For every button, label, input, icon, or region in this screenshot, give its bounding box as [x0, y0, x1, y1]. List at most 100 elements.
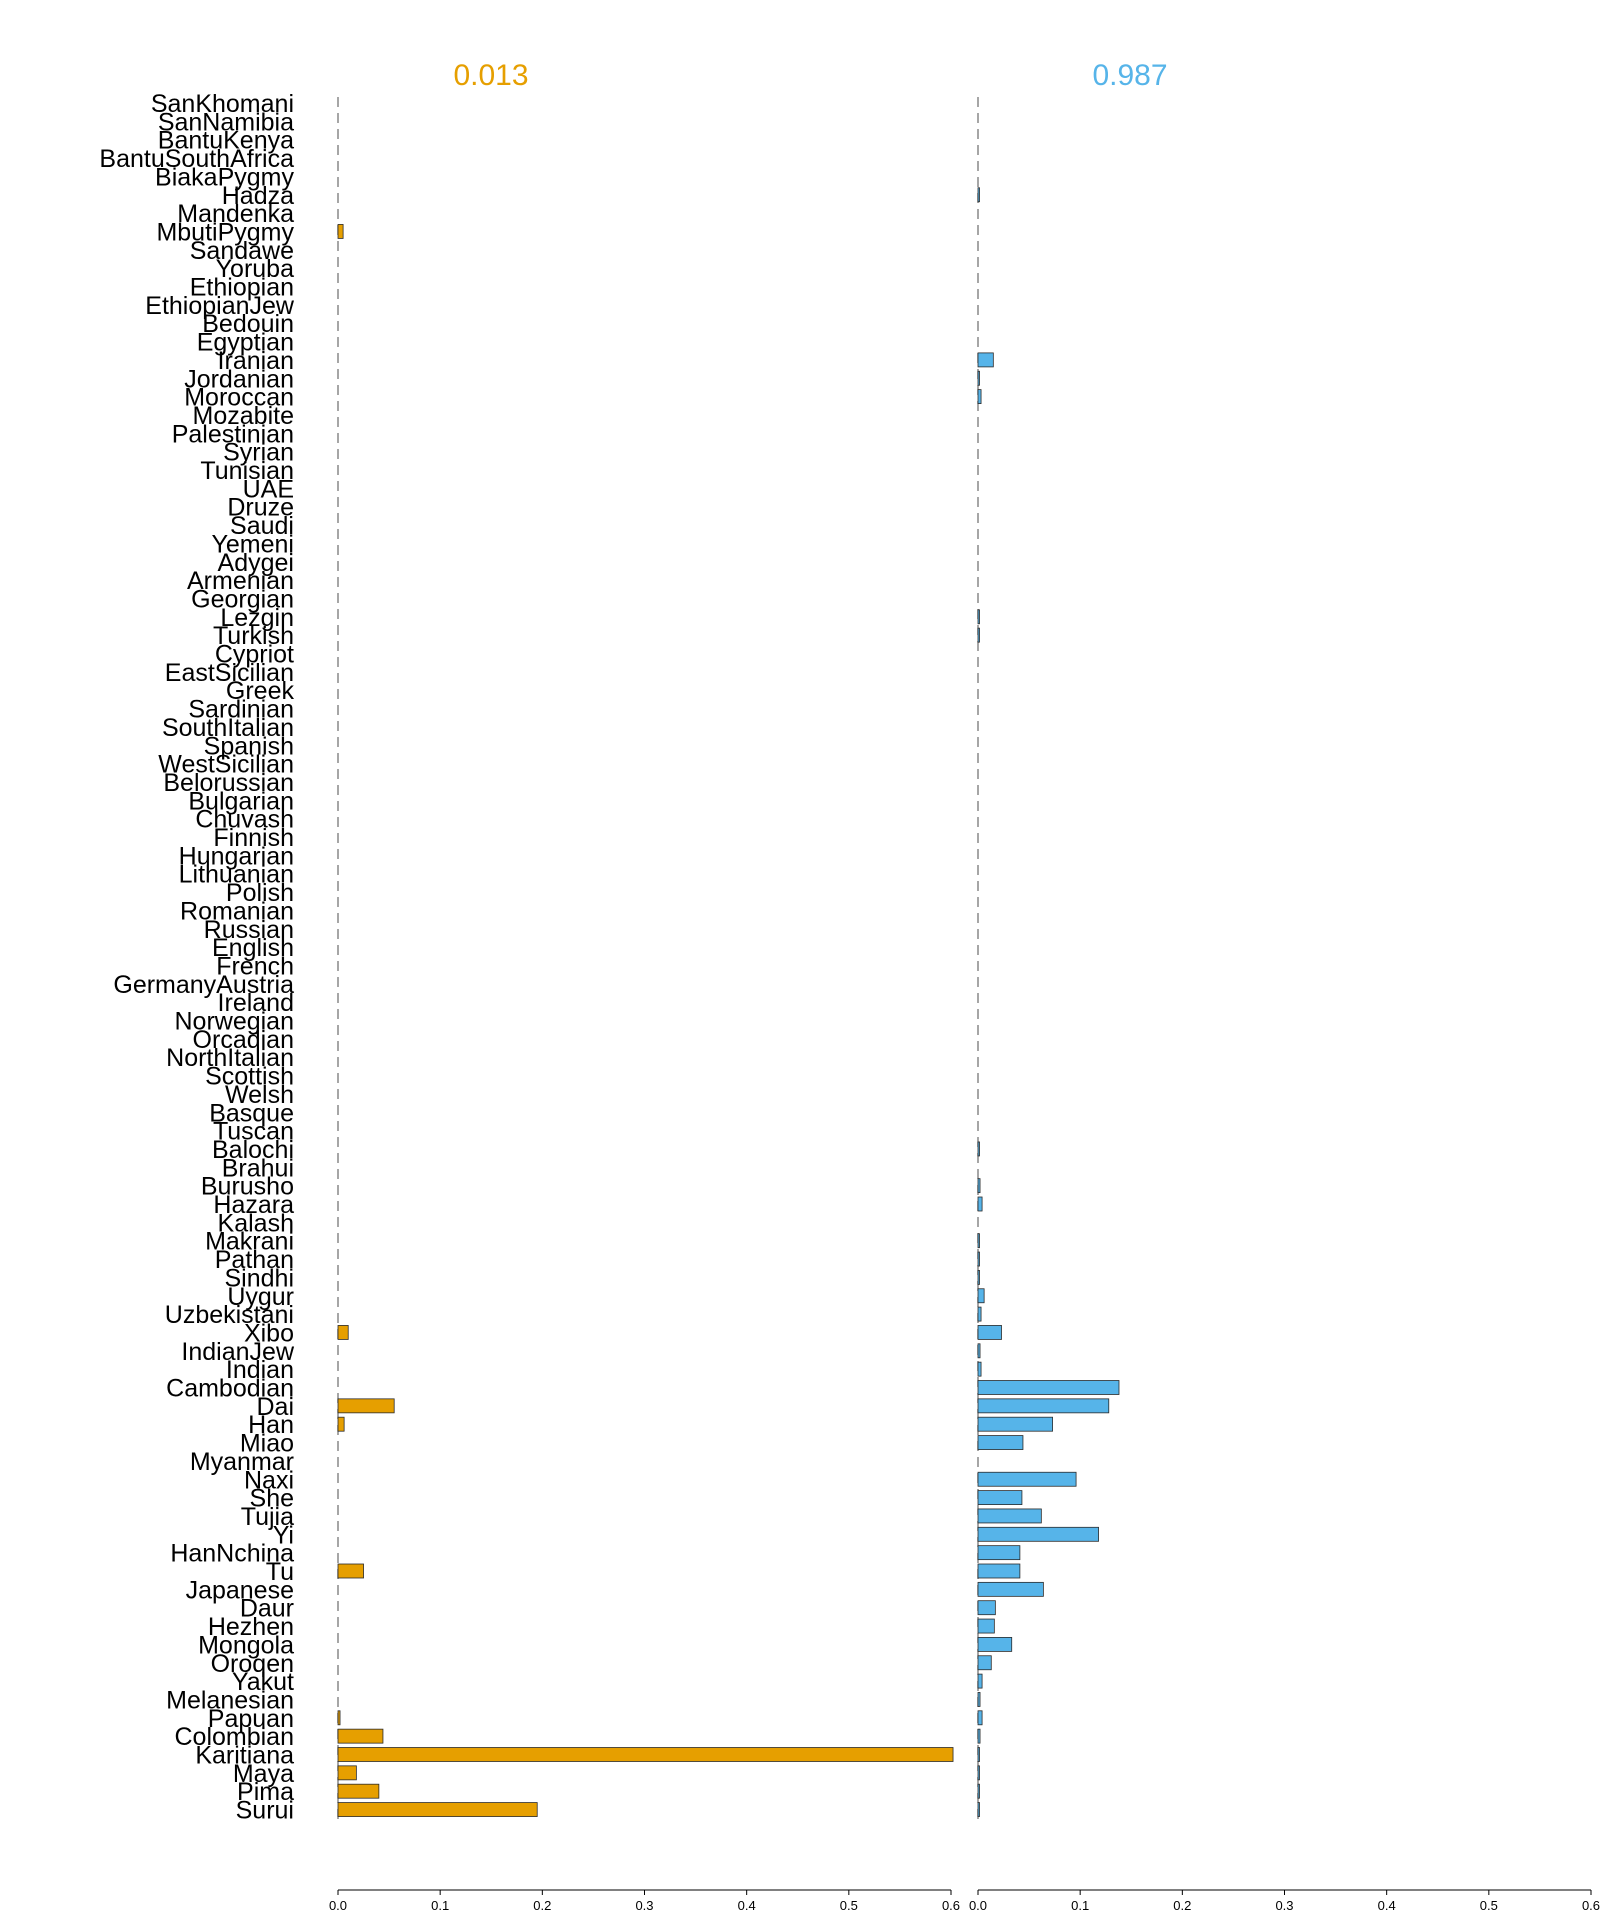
population-label: Kalash	[218, 1209, 294, 1237]
bar-Hezhen	[977, 1618, 995, 1634]
population-label: Romanian	[180, 897, 294, 925]
bar-Han	[977, 1416, 1053, 1432]
x-tick-label: 0.6	[1582, 1898, 1600, 1913]
bar-Dai	[977, 1398, 1110, 1414]
population-label: Yoruba	[216, 255, 294, 283]
panel-right: 0.987 0.0 0.1 0.2 0.3 0.4 0.5 0.6	[969, 59, 1600, 1913]
population-label: Norwegian	[174, 1008, 294, 1036]
bar-Tujia	[977, 1508, 1042, 1524]
population-label: HanNchina	[170, 1540, 294, 1568]
bar-Colombian	[977, 1728, 981, 1744]
population-label: Hazara	[213, 1191, 294, 1219]
population-label: Colombian	[174, 1723, 294, 1751]
population-label: Georgian	[191, 585, 294, 613]
bar-IndianJew	[977, 1343, 981, 1359]
bar-Han	[337, 1416, 345, 1432]
population-label: Maya	[233, 1760, 294, 1788]
population-label: Turkish	[213, 622, 294, 650]
bar-Japanese	[977, 1581, 1044, 1597]
bar-Turkish	[977, 627, 980, 643]
population-label: Makrani	[205, 1228, 294, 1256]
population-label: Indian	[226, 1356, 294, 1384]
bar-Naxi	[977, 1471, 1077, 1487]
population-label: MbutiPygmy	[156, 218, 294, 246]
bar-Indian	[977, 1361, 982, 1377]
population-label: WestSicilian	[158, 751, 294, 779]
population-label: Spanish	[204, 732, 294, 760]
population-label: Moroccan	[184, 384, 294, 412]
population-label: Mandenka	[177, 200, 294, 228]
population-label: Cambodian	[166, 1375, 294, 1403]
bar-Xibo	[337, 1325, 349, 1340]
population-label: UAE	[243, 475, 294, 503]
population-label: Yemeni	[212, 530, 294, 558]
bar-Yakut	[977, 1673, 983, 1689]
population-label: NorthItalian	[166, 1044, 294, 1072]
x-tick-label: 0.1	[431, 1898, 449, 1913]
population-label: Yi	[273, 1521, 294, 1549]
population-label: Hadza	[222, 182, 294, 210]
x-tick-label: 0.2	[533, 1898, 551, 1913]
population-label: Lezgin	[220, 604, 294, 632]
population-label: Balochi	[212, 1136, 294, 1164]
bar-MbutiPygmy	[337, 224, 344, 239]
bar-Sindhi	[977, 1270, 980, 1285]
population-label: Hungarian	[179, 842, 294, 870]
population-label: Yakut	[232, 1668, 294, 1696]
bar-Tu	[977, 1563, 1021, 1579]
population-label: Mongola	[198, 1631, 294, 1659]
x-tick-label: 0.5	[1480, 1898, 1498, 1913]
population-label: Armenian	[187, 567, 294, 595]
population-label: Burusho	[201, 1173, 294, 1201]
population-label: IndianJew	[181, 1338, 295, 1366]
population-label: Sindhi	[225, 1264, 295, 1292]
bar-Uzbekistani	[977, 1306, 982, 1322]
bar-Karitiana	[337, 1747, 954, 1762]
bar-She	[977, 1490, 1023, 1505]
population-label: Druze	[227, 494, 294, 522]
bar-HanNchina	[977, 1545, 1021, 1561]
bar-Surui	[977, 1802, 980, 1817]
population-label: Hezhen	[208, 1613, 294, 1641]
population-label: SanNamibia	[158, 108, 294, 136]
population-label: Egyptian	[197, 329, 294, 357]
bar-Xibo	[977, 1325, 1002, 1340]
x-tick-label: 0.0	[969, 1898, 987, 1913]
bar-Balochi	[977, 1141, 980, 1157]
population-label: English	[212, 934, 294, 962]
population-label: BantuKenya	[158, 127, 294, 155]
population-label: Pathan	[215, 1246, 294, 1274]
population-label: Syrian	[223, 439, 294, 467]
population-label: Han	[248, 1411, 294, 1439]
population-label: Bedouin	[202, 310, 294, 338]
population-label: She	[250, 1485, 294, 1513]
bar-Burusho	[977, 1178, 981, 1194]
population-label: Dai	[256, 1393, 294, 1421]
population-label: Papuan	[208, 1705, 294, 1733]
panel-right-title: 0.987	[1092, 59, 1167, 92]
population-label: BiakaPygmy	[155, 163, 294, 191]
population-label: Belorussian	[163, 769, 294, 797]
population-label: French	[216, 952, 294, 980]
population-label: SouthItalian	[162, 714, 294, 742]
x-tick-label: 0.4	[738, 1898, 756, 1913]
population-label: Xibo	[244, 1319, 294, 1347]
panel-left-title: 0.013	[453, 59, 528, 92]
population-label: Greek	[226, 677, 295, 705]
population-label: Lithuanian	[179, 861, 294, 889]
bar-Papuan	[337, 1710, 341, 1726]
bar-Daur	[977, 1600, 996, 1616]
population-label: Scottish	[205, 1063, 294, 1091]
bar-Hadza	[977, 187, 980, 203]
population-label: Sandawe	[190, 237, 294, 265]
population-label: Uygur	[227, 1283, 294, 1311]
x-tick-label: 0.1	[1071, 1898, 1089, 1913]
population-label: Chuvash	[195, 806, 294, 834]
population-label: SanKhomani	[151, 90, 294, 118]
population-label: Polish	[226, 879, 294, 907]
x-tick-label: 0.6	[942, 1898, 960, 1913]
bar-Oroqen	[977, 1655, 992, 1671]
bar-Papuan	[977, 1710, 983, 1726]
bar-Jordanian	[977, 370, 980, 386]
